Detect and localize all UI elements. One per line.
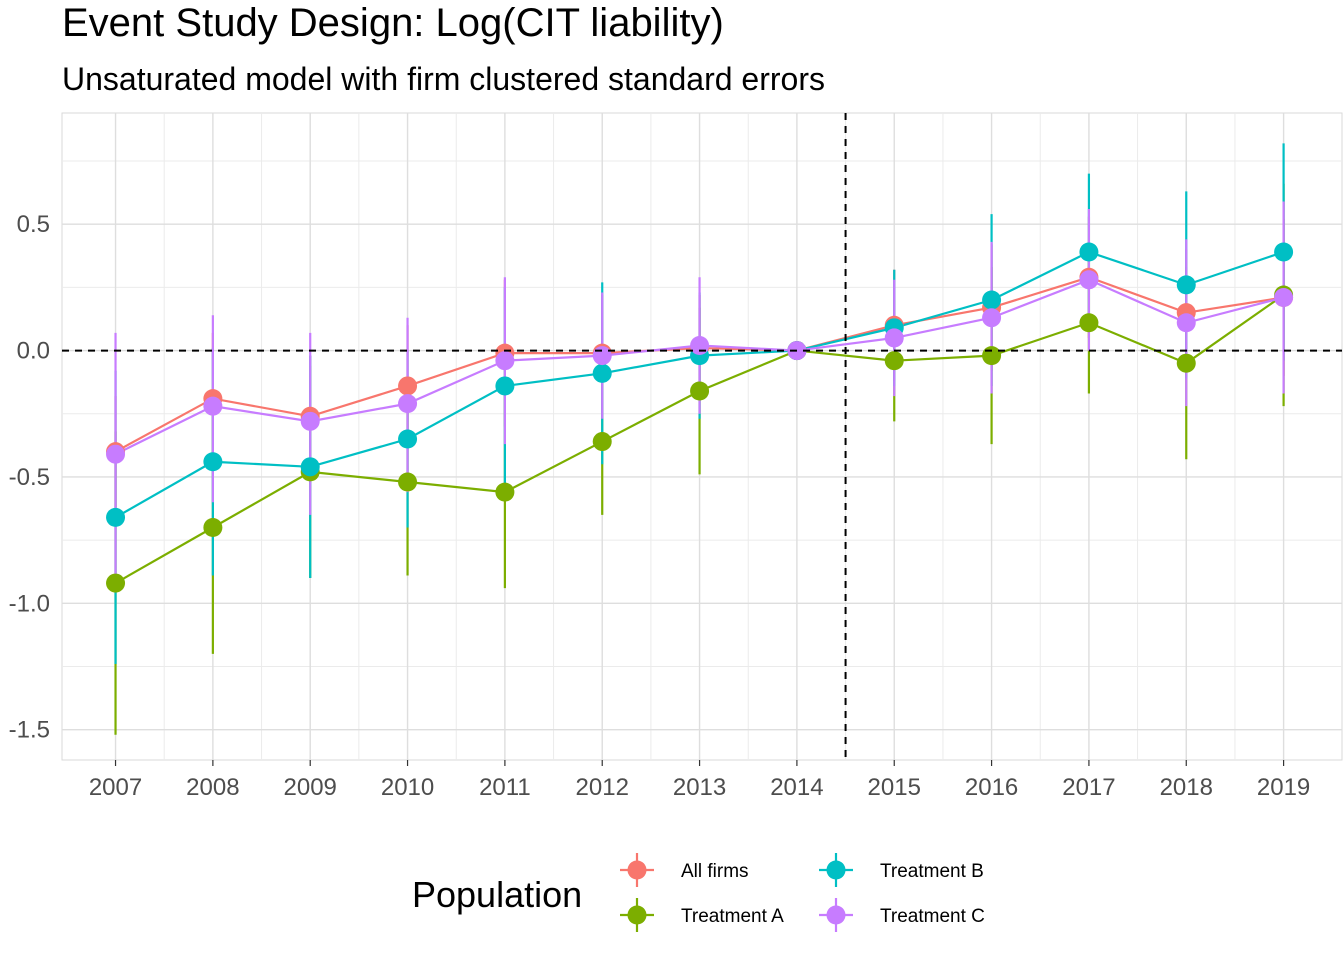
data-point xyxy=(398,429,418,449)
data-point xyxy=(106,573,126,593)
data-point xyxy=(495,482,515,502)
x-tick-label: 2016 xyxy=(965,774,1018,801)
chart-subtitle: Unsaturated model with firm clustered st… xyxy=(62,61,825,97)
legend-key-point xyxy=(826,905,846,925)
data-point xyxy=(592,363,612,383)
legend-label: Treatment C xyxy=(880,906,985,927)
x-tick-label: 2011 xyxy=(479,774,531,801)
data-point xyxy=(690,336,710,356)
panel-border xyxy=(61,112,1343,761)
y-tick-label: -1.0 xyxy=(9,590,50,617)
y-tick-label: -0.5 xyxy=(9,464,50,491)
data-point xyxy=(495,376,515,396)
legend-title: Population xyxy=(412,874,582,915)
data-point xyxy=(982,290,1002,310)
x-tick-label: 2019 xyxy=(1257,774,1310,801)
data-point xyxy=(884,328,904,348)
legend: Population All firms Treatment A Treatment… xyxy=(412,853,985,932)
data-point xyxy=(592,432,612,452)
legend-label: All firms xyxy=(681,861,749,882)
points-treatment-b xyxy=(106,242,1294,527)
y-tick-label: -1.5 xyxy=(9,717,50,744)
data-point xyxy=(1176,353,1196,373)
data-point xyxy=(1176,275,1196,295)
data-point xyxy=(884,351,904,371)
data-point xyxy=(1176,313,1196,333)
data-point xyxy=(203,517,223,537)
data-point xyxy=(1274,287,1294,307)
legend-label: Treatment A xyxy=(681,906,784,927)
data-point xyxy=(592,346,612,366)
data-point xyxy=(1274,242,1294,262)
x-tick-label: 2017 xyxy=(1062,774,1115,801)
data-point xyxy=(690,381,710,401)
legend-key-point xyxy=(826,860,846,880)
x-tick-label: 2010 xyxy=(381,774,434,801)
y-tick-label: 0.5 xyxy=(17,211,50,238)
legend-label: Treatment B xyxy=(880,861,984,882)
legend-item-treatment-a: Treatment A xyxy=(620,898,784,932)
y-tick-label: 0.0 xyxy=(17,338,50,365)
legend-key-point xyxy=(627,905,647,925)
data-point xyxy=(106,444,126,464)
x-tick-label: 2007 xyxy=(89,774,142,801)
x-tick-label: 2008 xyxy=(186,774,239,801)
data-point xyxy=(495,351,515,371)
x-tick-label: 2018 xyxy=(1160,774,1213,801)
data-point xyxy=(300,411,320,431)
data-point xyxy=(982,308,1002,328)
data-point xyxy=(1079,270,1099,290)
data-point xyxy=(1079,313,1099,333)
data-point xyxy=(106,507,126,527)
data-point xyxy=(203,452,223,472)
points-treatment-c xyxy=(106,270,1294,464)
legend-item-treatment-b: Treatment B xyxy=(819,853,984,887)
x-tick-label: 2012 xyxy=(576,774,629,801)
data-point xyxy=(398,376,418,396)
data-point xyxy=(398,472,418,492)
x-tick-label: 2013 xyxy=(673,774,726,801)
x-tick-label: 2009 xyxy=(284,774,337,801)
chart-title: Event Study Design: Log(CIT liability) xyxy=(62,1,724,45)
data-point xyxy=(982,346,1002,366)
x-tick-label: 2014 xyxy=(770,774,823,801)
x-tick-label: 2015 xyxy=(868,774,921,801)
data-point xyxy=(398,394,418,414)
legend-item-all-firms: All firms xyxy=(620,853,749,887)
data-point xyxy=(1079,242,1099,262)
plot-panel: 0.5 0.0 -0.5 -1.0 -1.5 2007 2008 2009 2010 2011 20… xyxy=(9,112,1343,801)
legend-item-treatment-c: Treatment C xyxy=(819,898,985,932)
data-point xyxy=(203,396,223,416)
legend-key-point xyxy=(627,860,647,880)
data-point xyxy=(300,457,320,477)
